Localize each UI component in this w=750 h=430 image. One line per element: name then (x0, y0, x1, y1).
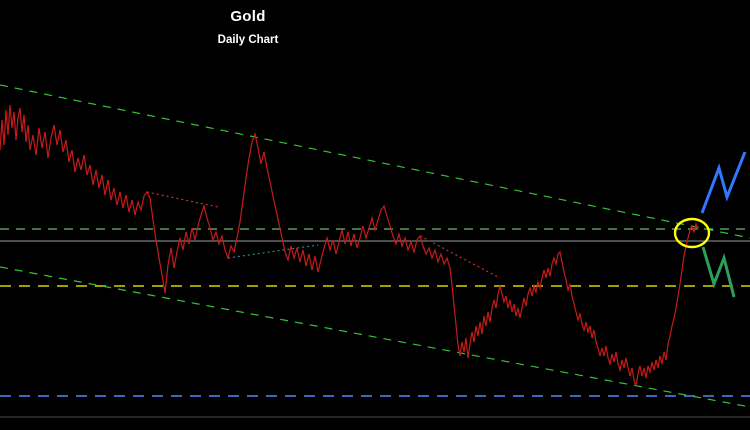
chart-title: Gold (230, 8, 266, 25)
teal-dotted-trendline[interactable] (227, 244, 319, 259)
gold-daily-price (0, 104, 699, 387)
bullish-projection-zigzag[interactable] (700, 151, 747, 214)
red-dotted-trendline-2[interactable] (419, 235, 501, 279)
breakout-highlight-ellipse[interactable] (673, 217, 711, 249)
chart-title-block: Gold Daily Chart (178, 8, 318, 46)
channel-upper-trendline[interactable] (0, 84, 750, 239)
channel-lower-trendline[interactable] (0, 266, 750, 408)
red-dotted-trendline-1[interactable] (146, 191, 219, 208)
chart-subtitle: Daily Chart (217, 34, 279, 46)
bearish-projection-zigzag[interactable] (701, 246, 736, 298)
